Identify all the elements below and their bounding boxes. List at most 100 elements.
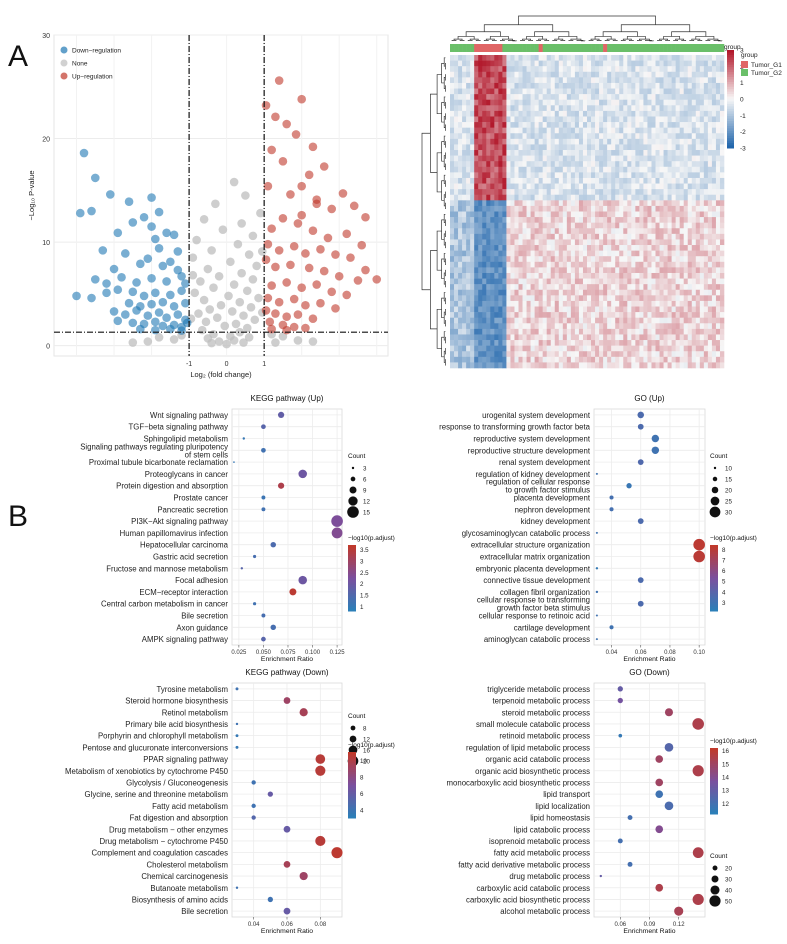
heatmap-cell [699, 211, 705, 218]
heatmap-cell [667, 205, 672, 212]
heatmap-cell [574, 127, 580, 134]
heatmap-cell [506, 82, 511, 89]
heatmap-cell [470, 71, 475, 78]
heatmap-cell [719, 110, 725, 117]
heatmap-cell [510, 239, 515, 246]
heatmap-cell [538, 228, 543, 235]
heatmap-cell [502, 183, 507, 190]
heatmap-cell [615, 233, 620, 240]
dotplot-size-legend-label: 50 [725, 899, 732, 906]
heatmap-cell [530, 177, 535, 184]
heatmap-cell [623, 211, 628, 218]
heatmap-cell [599, 155, 604, 162]
heatmap-cell [478, 205, 483, 212]
heatmap-cell [587, 71, 592, 78]
heatmap-cell [574, 183, 580, 190]
heatmap-cell [715, 82, 721, 89]
heatmap-cell [462, 127, 467, 134]
heatmap-cell [647, 194, 652, 201]
heatmap-cell [587, 82, 592, 89]
heatmap-cell [574, 66, 580, 73]
heatmap-cell [719, 233, 725, 240]
heatmap-cell [574, 82, 580, 89]
heatmap-cell [578, 105, 584, 112]
heatmap-cell [707, 150, 713, 156]
heatmap-cell [651, 122, 656, 128]
heatmap-cell [502, 205, 507, 212]
volcano-point-down [173, 265, 183, 275]
heatmap-cell [498, 66, 503, 73]
heatmap-cell [615, 133, 620, 140]
heatmap-cell [582, 194, 588, 201]
heatmap-dendrogram-branch [502, 38, 513, 41]
heatmap-cell [554, 77, 560, 84]
heatmap-cell [675, 55, 680, 61]
heatmap-cell [518, 205, 523, 212]
heatmap-cell [715, 88, 721, 95]
heatmap-group-cell [498, 44, 503, 52]
heatmap-cell [671, 150, 676, 156]
heatmap-cell [530, 222, 535, 229]
heatmap-cell [574, 133, 580, 140]
heatmap-cell [679, 205, 685, 212]
heatmap-cell [719, 239, 725, 246]
heatmap-dendrogram-branch [534, 31, 570, 37]
heatmap-cell [474, 99, 479, 106]
heatmap-cell [482, 71, 487, 78]
heatmap-cell [486, 60, 491, 67]
volcano-point-none [188, 270, 198, 280]
heatmap-cell [582, 82, 588, 89]
heatmap-cell [603, 99, 608, 106]
heatmap-cell [538, 94, 543, 101]
volcano-point-up [282, 119, 291, 129]
heatmap-cell [607, 161, 612, 168]
heatmap-cell [603, 105, 608, 112]
heatmap-cell [687, 222, 693, 229]
heatmap-cell [651, 127, 656, 134]
heatmap-cell [454, 105, 459, 112]
volcano-point-down [102, 279, 111, 288]
heatmap-cell [502, 144, 507, 151]
heatmap-dendrogram-branch [606, 38, 616, 41]
heatmap-cell [611, 116, 616, 123]
heatmap-cell [470, 172, 475, 179]
heatmap-cell [478, 133, 483, 140]
heatmap-cell [558, 161, 564, 168]
heatmap-cell [599, 194, 604, 201]
heatmap-cell [458, 200, 463, 207]
heatmap-cell [675, 127, 680, 134]
heatmap-cell [699, 217, 705, 223]
heatmap-cell [651, 166, 656, 173]
heatmap-group-cell [707, 44, 713, 52]
heatmap-cell [643, 144, 648, 151]
heatmap-cell [522, 105, 527, 112]
heatmap-cell [454, 228, 459, 235]
heatmap-cell [522, 122, 527, 128]
heatmap-cell [518, 133, 523, 140]
heatmap-cell [675, 194, 680, 201]
heatmap-cell [514, 245, 519, 251]
heatmap-cell [591, 228, 596, 235]
volcano-point-none [278, 332, 288, 341]
heatmap-cell [470, 77, 475, 84]
heatmap-cell [651, 222, 656, 229]
heatmap-cell [595, 183, 600, 190]
heatmap-cell [470, 183, 475, 190]
heatmap-cell [599, 138, 604, 145]
heatmap-cell [510, 133, 515, 140]
heatmap-cell [498, 110, 503, 117]
heatmap-cell [454, 200, 459, 207]
heatmap-cell [582, 99, 588, 106]
heatmap-cell [719, 217, 725, 223]
heatmap-cell [691, 155, 697, 162]
heatmap-cell [582, 161, 588, 168]
heatmap-cell [695, 222, 701, 229]
dotplot-point [617, 697, 623, 704]
heatmap-cell [554, 110, 560, 117]
heatmap-cell [574, 189, 580, 196]
heatmap-cell [683, 177, 689, 184]
heatmap-cell [687, 116, 693, 123]
heatmap-cell [715, 239, 721, 246]
heatmap-cell [546, 88, 552, 95]
heatmap-cell [538, 211, 543, 218]
